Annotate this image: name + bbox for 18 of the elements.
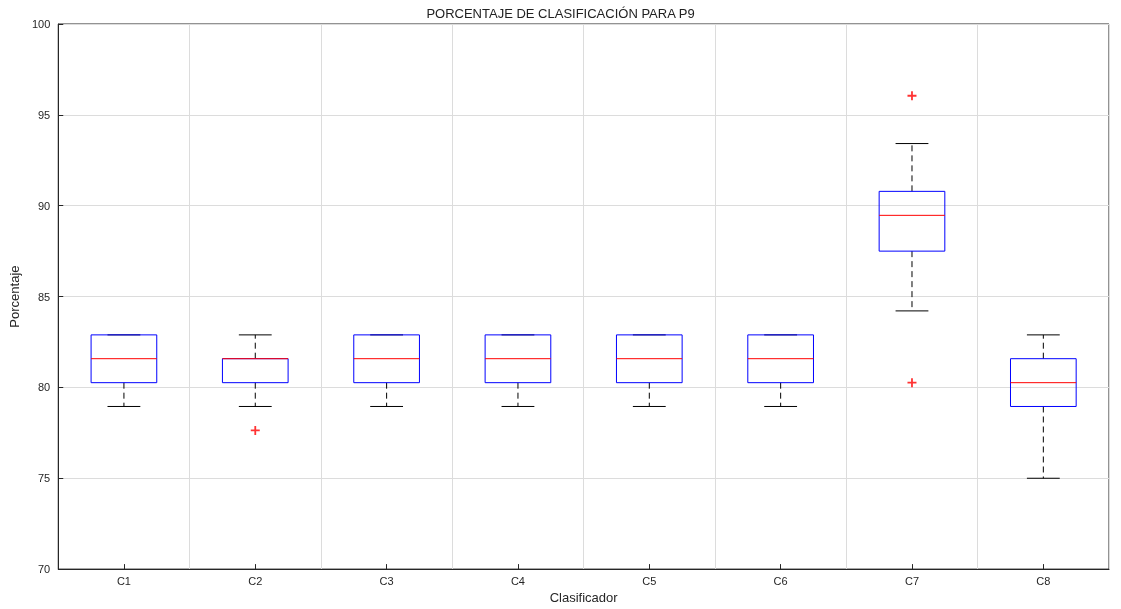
y-axis-title: Porcentaje [7, 265, 22, 328]
chart-title: PORCENTAJE DE CLASIFICACIÓN PARA P9 [426, 6, 695, 21]
y-tick-label: 100 [31, 18, 51, 30]
x-tick-label: C7 [904, 574, 920, 587]
x-tick-label: C2 [248, 574, 263, 587]
x-tick-label: C4 [510, 574, 525, 587]
y-tick-label: 85 [38, 290, 51, 303]
y-tick-label: 70 [38, 563, 51, 576]
x-axis-title: Clasificador [549, 590, 619, 605]
x-tick-label: C1 [116, 574, 131, 587]
x-tick-label: C6 [773, 574, 788, 587]
y-tick-label: 95 [38, 108, 51, 121]
y-tick-label: 80 [38, 381, 51, 394]
y-tick-label: 90 [38, 199, 51, 212]
x-tick-label: C5 [642, 574, 657, 587]
y-tick-label: 75 [38, 472, 51, 485]
x-tick-label: C8 [1036, 574, 1051, 587]
x-tick-label: C3 [379, 574, 394, 587]
